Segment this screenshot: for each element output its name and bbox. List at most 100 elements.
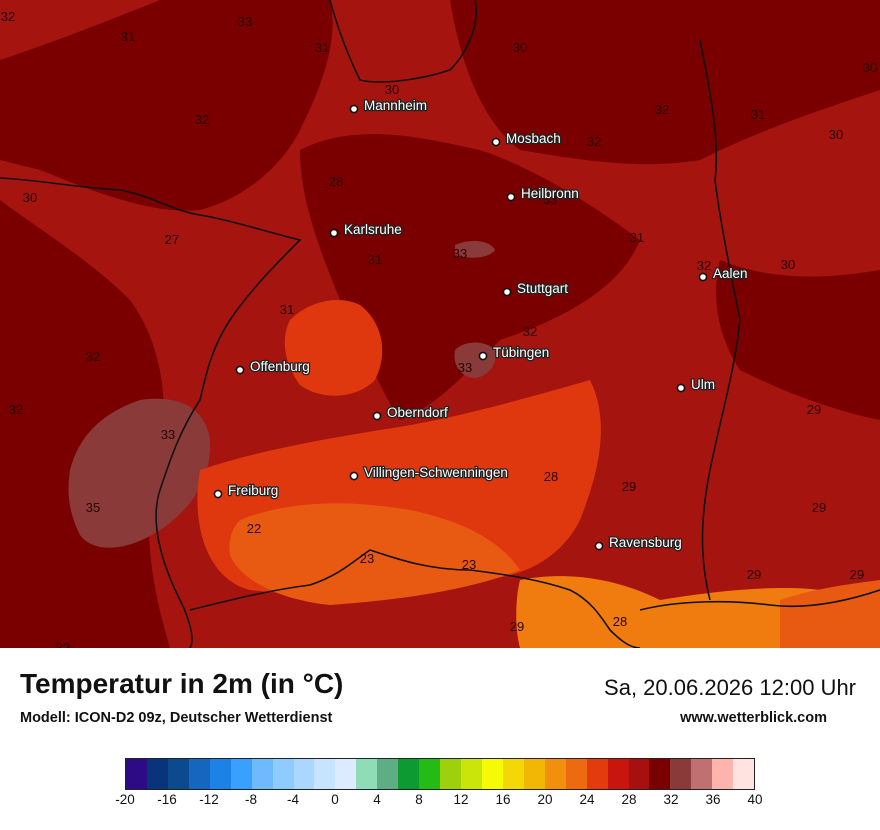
- border-switzerland: [189, 549, 641, 648]
- value-label: 32: [86, 349, 100, 364]
- dark-area-east: [716, 260, 880, 420]
- color-scale-tick-label: 20: [537, 792, 553, 807]
- value-label: 23: [360, 551, 374, 566]
- temperature-map: 32 33 31 31 30 30 30 32 32 32 31 28 30 30 27 33 31 33 31 30…: [0, 0, 880, 648]
- color-scale-segment: [565, 759, 587, 789]
- value-label: 29: [510, 619, 524, 634]
- city-marker-dot: [213, 489, 223, 499]
- value-label: 29: [622, 479, 636, 494]
- color-scale-segment: [335, 759, 357, 789]
- color-scale-segment: [293, 759, 315, 789]
- city-marker-dot: [506, 192, 516, 202]
- map-title: Temperatur in 2m (in °C): [20, 668, 344, 699]
- value-label: 30: [863, 60, 877, 75]
- city-label: Tübingen: [493, 345, 549, 360]
- border-east: [699, 39, 741, 601]
- city-freiburg: Freiburg: [213, 482, 280, 499]
- city-label: Stuttgart: [517, 281, 568, 296]
- value-label: 33: [458, 360, 472, 375]
- city-label: Freiburg: [228, 483, 278, 498]
- color-scale-tick-label: 12: [453, 792, 469, 807]
- color-scale-tick-label: 8: [415, 792, 423, 807]
- value-label: 28: [544, 469, 558, 484]
- color-scale-tick-label: 24: [579, 792, 595, 807]
- value-label: 31: [368, 252, 382, 267]
- color-scale-segment: [461, 759, 482, 789]
- website-link[interactable]: www.wetterblick.com: [680, 710, 827, 726]
- border-north: [329, 0, 477, 83]
- color-scale-tick-label: 4: [373, 792, 381, 807]
- borders: [0, 0, 880, 648]
- value-label: 31: [121, 29, 135, 44]
- city-markers: Mannheim Mosbach Heilbronn Karlsruhe Stuttga…: [213, 97, 749, 551]
- city-label: Oberndorf: [387, 405, 448, 420]
- city-label: Mannheim: [364, 98, 427, 113]
- city-mosbach: Mosbach: [491, 130, 562, 147]
- value-label: 31: [280, 302, 294, 317]
- value-label: 32: [655, 102, 669, 117]
- city-karlsruhe: Karlsruhe: [329, 221, 403, 238]
- color-scale-segment: [209, 759, 231, 789]
- city-marker-dot: [329, 228, 339, 238]
- border-austria: [639, 589, 880, 611]
- value-label: 30: [781, 257, 795, 272]
- color-scale-bar: [125, 758, 755, 790]
- color-scale-segment: [377, 759, 399, 789]
- value-label: 32: [523, 324, 537, 339]
- color-scale-segment: [607, 759, 629, 789]
- color-scale-segment: [398, 759, 420, 789]
- color-scale-segment: [586, 759, 608, 789]
- city-marker-dot: [491, 137, 501, 147]
- city-marker-dot: [478, 351, 488, 361]
- city-label: Karlsruhe: [344, 222, 402, 237]
- color-scale-tick-label: 32: [663, 792, 679, 807]
- color-scale-segment: [230, 759, 252, 789]
- city-t-bingen: Tübingen: [478, 344, 551, 361]
- color-scale-segment: [691, 759, 713, 789]
- city-marker-dot: [594, 541, 604, 551]
- value-label: 30: [385, 82, 399, 97]
- color-scale-segment: [440, 759, 461, 789]
- city-marker-dot: [676, 383, 686, 393]
- color-scale-segment: [126, 759, 147, 789]
- value-label: 32: [195, 112, 209, 127]
- value-label: 28: [329, 174, 343, 189]
- city-aalen: Aalen: [698, 265, 749, 282]
- city-stuttgart: Stuttgart: [502, 280, 570, 297]
- color-scale-segment: [272, 759, 294, 789]
- color-scale-segment: [502, 759, 524, 789]
- city-label: Mosbach: [506, 131, 561, 146]
- value-label: 27: [165, 232, 179, 247]
- color-scale-segment: [167, 759, 189, 789]
- color-scale-tick-label: -8: [244, 792, 258, 807]
- value-labels: 32 33 31 31 30 30 30 32 32 32 31 28 30 30 27 33 31 33 31 30…: [1, 9, 877, 648]
- color-scale-segment: [733, 759, 755, 789]
- city-ulm: Ulm: [676, 376, 716, 393]
- hot-area-heilbronn: [455, 240, 495, 258]
- border-rhine: [0, 177, 302, 648]
- city-villingen-schwenningen: Villingen-Schwenningen: [349, 464, 509, 481]
- value-label: 28: [613, 614, 627, 629]
- value-label: 22: [247, 521, 261, 536]
- map-canvas: 32 33 31 31 30 30 30 32 32 32 31 28 30 30 27 33 31 33 31 30…: [0, 0, 880, 648]
- color-scale-ticks: -20 -16 -12 -8 -4 0 4 8 12 16 20 24 28 32 36 40: [115, 792, 762, 816]
- city-mannheim: Mannheim: [349, 97, 428, 114]
- color-scale-tick-label: -16: [157, 792, 177, 807]
- color-scale-segment: [544, 759, 566, 789]
- value-label: 30: [513, 40, 527, 55]
- value-label: 29: [850, 567, 864, 582]
- city-marker-dot: [235, 365, 245, 375]
- value-label: 32: [56, 640, 70, 648]
- value-label: 29: [812, 500, 826, 515]
- color-scale-segment: [523, 759, 545, 789]
- city-label: Heilbronn: [521, 186, 579, 201]
- city-marker-dot: [372, 411, 382, 421]
- model-info: Modell: ICON-D2 09z, Deutscher Wetterdie…: [20, 710, 333, 726]
- value-label: 29: [807, 402, 821, 417]
- color-scale-tick-label: 0: [331, 792, 339, 807]
- color-scale-segment: [712, 759, 734, 789]
- value-label: 23: [462, 557, 476, 572]
- city-label: Aalen: [713, 266, 748, 281]
- city-oberndorf: Oberndorf: [372, 404, 449, 421]
- color-scale-tick-label: -4: [286, 792, 300, 807]
